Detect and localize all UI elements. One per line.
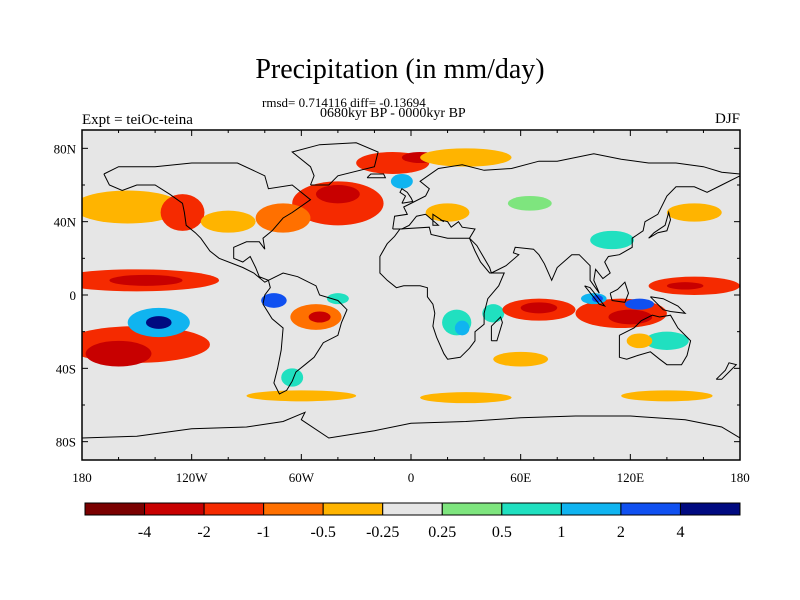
anomaly-china-wet xyxy=(590,230,634,250)
anomaly-southern-ocean-dry-2 xyxy=(420,392,512,404)
coastline-madagascar xyxy=(490,316,503,342)
colorbar-label: -2 xyxy=(197,524,210,541)
y-tick-label: 0 xyxy=(70,288,77,303)
coastline-eurasia xyxy=(392,153,740,294)
y-axis: 80N 40N 0 40S 80S xyxy=(54,141,740,450)
colorbar-label: 4 xyxy=(676,524,684,541)
x-tick-label: 120E xyxy=(617,470,645,485)
colorbar-label: 2 xyxy=(617,524,625,541)
anomaly-west-pacific-core xyxy=(666,282,704,290)
colorbar-swatch xyxy=(382,502,443,516)
anomaly-madagascar-wet xyxy=(482,304,505,323)
colorbar-swatch xyxy=(322,502,384,516)
coastline-north-america xyxy=(103,162,312,283)
coastline-borneo xyxy=(609,281,630,303)
coastline-australia xyxy=(618,314,692,366)
x-axis: 180 120W 60W 0 60E 120E 180 xyxy=(72,130,750,485)
colorbar-label: 0.25 xyxy=(428,524,456,541)
colorbar-swatch xyxy=(203,502,265,516)
colorbar-label: -0.25 xyxy=(366,524,399,541)
anomaly-tropical-pacific-core xyxy=(109,274,183,286)
coastline-new-guinea xyxy=(650,296,687,314)
colorbar-label: 0.5 xyxy=(492,524,512,541)
coastline-africa xyxy=(379,226,505,360)
anomaly-south-indian-dry xyxy=(493,351,549,367)
stats-subtitle: rmsd= 0.714116 diff= -0.13694 xyxy=(262,95,426,110)
anomaly-south-pacific-spcz-core xyxy=(85,340,152,367)
anomaly-scandinavia-wet xyxy=(390,174,413,189)
colorbar-swatch xyxy=(620,502,681,516)
colorbar-label: 1 xyxy=(557,524,565,541)
x-tick-label: 180 xyxy=(72,470,92,485)
anomaly-indian-ocean-core xyxy=(520,302,558,314)
colorbar-swatch xyxy=(84,502,146,516)
anomaly-north-pacific-east xyxy=(82,190,183,224)
coastlines xyxy=(82,142,740,439)
chart-title: Precipitation (in mm/day) xyxy=(255,54,545,85)
y-tick-label: 80S xyxy=(56,435,76,450)
coastline-antarctica xyxy=(82,411,740,439)
anomaly-field xyxy=(82,148,740,404)
anomaly-sunda-wet xyxy=(624,298,655,310)
colorbar-swatch xyxy=(144,502,205,516)
anomaly-maritime-continent-core xyxy=(608,309,653,325)
colorbar-label: -0.5 xyxy=(311,524,336,541)
anomaly-europe-dry xyxy=(425,203,470,222)
anomaly-amazon-wet xyxy=(261,293,287,308)
anomaly-australia-nw-dry xyxy=(626,333,653,349)
anomaly-australia-wet xyxy=(644,331,689,351)
x-tick-label: 60W xyxy=(289,470,315,485)
anomaly-africa-east-core xyxy=(454,320,470,336)
coastline-britain xyxy=(399,187,414,204)
experiment-label: Expt = teiOc-teina xyxy=(82,112,193,128)
anomaly-brazil-wet xyxy=(326,293,349,305)
period-subtitle: 0680kyr BP - 0000kyr BP xyxy=(320,106,466,121)
anomaly-arctic-siberia-dry xyxy=(420,148,512,167)
coastline-iceland xyxy=(366,173,387,179)
anomaly-north-pacific-coast xyxy=(160,194,205,231)
colorbar: -4 -2 -1 -0.5 -0.25 0.25 0.5 1 2 4 xyxy=(84,502,741,541)
anomaly-nw-pacific-dry xyxy=(666,203,722,222)
anomaly-siberia-wet xyxy=(507,196,552,211)
colorbar-swatch xyxy=(263,502,324,516)
coastline-sumatra xyxy=(584,285,607,308)
x-tick-label: 0 xyxy=(408,470,415,485)
anomaly-southern-ocean-dry-3 xyxy=(621,390,713,402)
y-tick-label: 40N xyxy=(54,215,77,230)
colorbar-swatch xyxy=(679,502,741,516)
colorbar-swatch xyxy=(441,502,503,516)
x-tick-label: 180 xyxy=(730,470,750,485)
colorbar-label: -4 xyxy=(138,524,151,541)
anomaly-north-atlantic-core xyxy=(315,185,360,204)
colorbar-swatch xyxy=(560,502,622,516)
y-tick-label: 80N xyxy=(54,141,77,156)
anomaly-patagonia-wet xyxy=(281,368,304,387)
coastline-new-zealand xyxy=(715,362,738,380)
coastline-greenland xyxy=(291,142,379,186)
anomaly-south-america-dry-core xyxy=(308,311,331,323)
anomaly-north-america-sw xyxy=(200,210,256,233)
coastline-japan xyxy=(648,210,672,239)
anomaly-south-pacific-wet-core xyxy=(145,316,172,329)
y-tick-label: 40S xyxy=(56,361,76,376)
x-tick-label: 120W xyxy=(176,470,209,485)
season-label: DJF xyxy=(714,111,740,127)
coastline-south-america xyxy=(262,272,348,395)
colorbar-swatch xyxy=(501,502,562,516)
anomaly-southern-ocean-dry xyxy=(246,390,357,402)
x-tick-label: 60E xyxy=(510,470,531,485)
colorbar-label: -1 xyxy=(257,524,270,541)
